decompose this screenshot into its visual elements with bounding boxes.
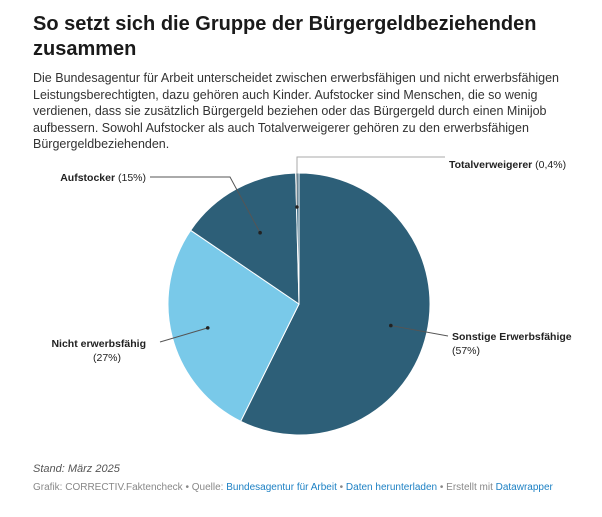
chart-title: So setzt sich die Gruppe der Bürgergeldb… [33,13,537,60]
slice-label-2: Aufstocker (15%) [60,172,146,184]
slice-value: (27%) [93,352,121,364]
separator: • [182,482,192,493]
download-data-link[interactable]: Daten herunterladen [345,482,438,493]
slice-name: Aufstocker [60,172,115,184]
slice-name: Nicht erwerbsfähig [51,338,146,350]
pie-slice-0 [240,172,431,436]
source-link[interactable]: Bundesagentur für Arbeit [226,482,337,493]
slice-label-3: Totalverweigerer (0,4%) [449,159,566,171]
made-with-label: Erstellt mit [446,482,496,493]
credit: Grafik: CORRECTIV.Faktencheck [33,482,183,493]
leader-line-0 [390,325,449,337]
slice-label-0: Sonstige Erwerbsfähige (57%) [452,331,572,357]
label-dot-3 [295,205,299,209]
chart-note: Stand: März 2025 [33,463,120,475]
label-dot-0 [389,323,393,328]
slice-label-1: Nicht erwerbsfähig (27%) [51,338,146,364]
slice-value: (57%) [452,345,480,357]
label-dot-2 [258,230,262,235]
slice-name: Totalverweigerer [449,159,532,171]
separator: • [437,482,447,493]
chart-description: Die Bundesagentur für Arbeit unterscheid… [33,71,560,151]
leader-line-3 [296,156,445,207]
slice-value: (0,4%) [532,159,566,171]
label-dot-1 [205,326,210,330]
leader-line-2 [150,176,261,233]
source-label: Quelle: [191,482,227,493]
datawrapper-link[interactable]: Datawrapper [495,482,553,493]
chart-footer: Grafik: CORRECTIV.Faktencheck • Quelle: … [33,482,553,493]
separator: • [336,482,346,493]
pie-slice-1 [167,229,300,422]
slice-name: Sonstige Erwerbsfähige [452,331,572,343]
slice-value: (15%) [115,172,146,184]
leader-line-1 [159,327,208,343]
